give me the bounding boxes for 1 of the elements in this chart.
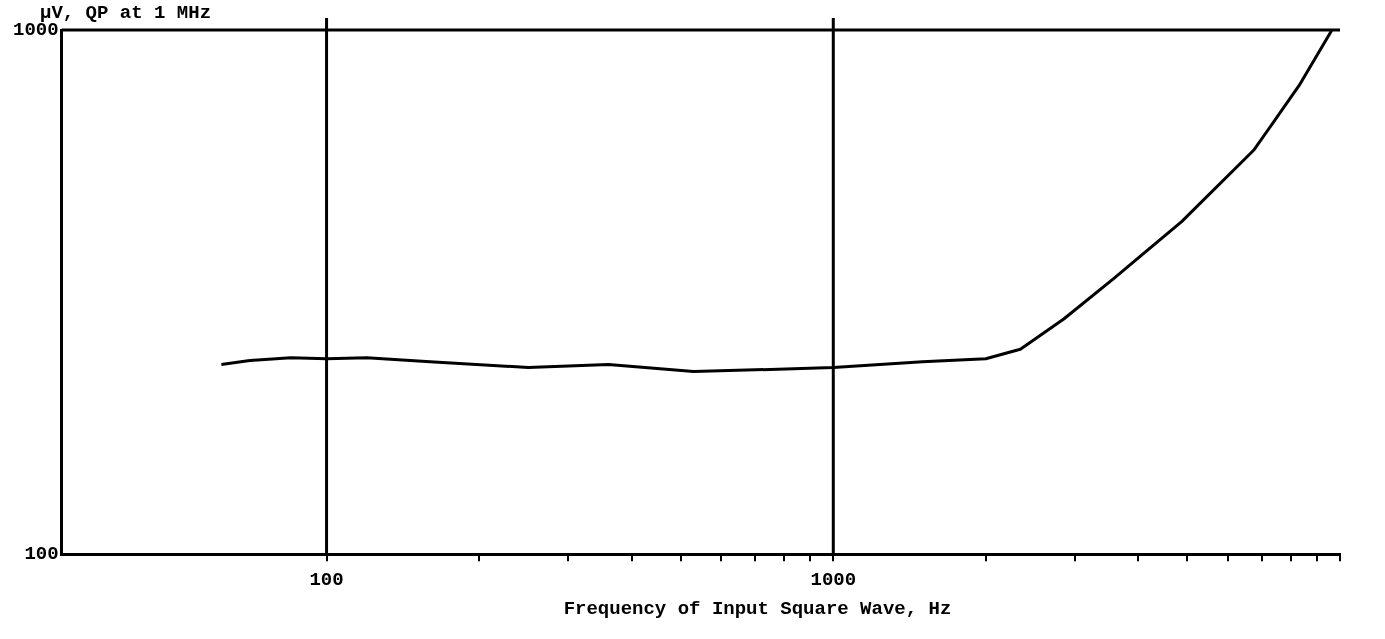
x-axis-title: Frequency of Input Square Wave, Hz [562, 598, 953, 620]
